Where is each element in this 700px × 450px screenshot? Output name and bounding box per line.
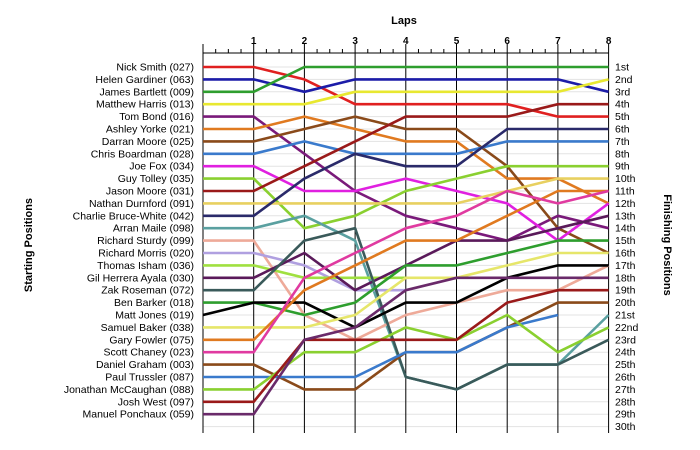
series-line xyxy=(203,65,609,94)
driver-label: Matthew Harris (013) xyxy=(96,99,194,111)
finishing-position-label: 6th xyxy=(615,124,630,136)
series-line xyxy=(203,115,609,242)
driver-label: Zak Roseman (072) xyxy=(101,285,194,297)
lap-label: 8 xyxy=(606,36,612,47)
series-line xyxy=(203,313,559,379)
driver-label: Darran Moore (025) xyxy=(102,136,194,148)
finishing-position-label: 9th xyxy=(615,161,630,173)
finishing-position-label: 2nd xyxy=(615,74,633,86)
finishing-position-label: 17th xyxy=(615,260,636,272)
finishing-position-label: 19th xyxy=(615,285,636,297)
finishing-position-label: 22nd xyxy=(615,322,639,334)
series-line xyxy=(203,226,610,391)
series-line xyxy=(203,239,610,342)
finishing-position-label: 12th xyxy=(615,198,636,210)
driver-label: Richard Morris (020) xyxy=(98,248,194,260)
series-line xyxy=(203,115,610,255)
driver-label: Charlie Bruce-White (042) xyxy=(73,210,194,222)
series-line xyxy=(203,115,610,205)
series-line xyxy=(203,288,609,404)
finishing-position-label: 14th xyxy=(615,223,636,235)
driver-label: Chris Boardman (028) xyxy=(91,148,194,160)
x-axis-title: Laps xyxy=(391,15,417,27)
finishing-position-label: 25th xyxy=(615,359,636,371)
series-line xyxy=(203,127,609,218)
series-line xyxy=(203,78,609,106)
lap-label: 1 xyxy=(251,36,257,47)
driver-label: Matt Jones (019) xyxy=(115,310,194,322)
finishing-position-label: 10th xyxy=(615,173,636,185)
driver-label: Helen Gardiner (063) xyxy=(95,74,194,86)
driver-label: Guy Tolley (035) xyxy=(118,173,194,185)
finishing-position-label: 4th xyxy=(615,99,630,111)
finishing-position-label: 8th xyxy=(615,148,630,160)
series-line xyxy=(203,189,609,354)
lap-label: 2 xyxy=(302,36,308,47)
series-line xyxy=(202,264,609,329)
series-line xyxy=(203,239,609,317)
driver-label: Tom Bond (016) xyxy=(119,111,194,123)
series-line xyxy=(203,164,610,242)
series-line xyxy=(203,102,609,193)
finishing-position-label: 29th xyxy=(615,409,636,421)
driver-label: Ben Barker (018) xyxy=(114,297,194,309)
lap-tick-labels: 1 2 3 4 5 6 7 8 xyxy=(251,36,612,47)
driver-label: Josh West (097) xyxy=(118,396,194,408)
driver-label: Ashley Yorke (021) xyxy=(106,124,194,136)
finishing-position-label: 13th xyxy=(615,210,636,222)
series-lines xyxy=(202,65,610,416)
lap-label: 6 xyxy=(504,36,510,47)
finishing-position-label: 7th xyxy=(615,136,630,148)
finishing-position-label: 20th xyxy=(615,297,636,309)
driver-label: Jonathan McCaughan (088) xyxy=(64,384,194,396)
finishing-position-label: 11th xyxy=(615,186,635,198)
finishing-position-label: 30th xyxy=(615,421,636,433)
finishing-position-label: 18th xyxy=(615,272,636,284)
driver-label: Arran Maile (098) xyxy=(113,223,194,235)
finishing-position-label: 23rd xyxy=(615,334,636,346)
driver-label: Nick Smith (027) xyxy=(116,62,194,74)
lap-label: 3 xyxy=(352,36,358,47)
series-line xyxy=(203,65,609,118)
driver-label: James Bartlett (009) xyxy=(99,86,194,98)
driver-label: Paul Trussler (087) xyxy=(105,372,194,384)
finishing-position-label: 1st xyxy=(615,62,629,74)
lap-label: 4 xyxy=(403,36,409,47)
driver-label: Thomas Isham (036) xyxy=(97,260,194,272)
lap-label: 7 xyxy=(555,36,561,47)
finishing-position-label: 15th xyxy=(615,235,636,247)
right-axis-title: Finishing Positions xyxy=(661,194,673,295)
driver-label: Richard Sturdy (099) xyxy=(97,235,194,247)
left-axis-title: Starting Positions xyxy=(23,198,35,292)
driver-label: Gary Fowler (075) xyxy=(109,334,194,346)
finishing-position-label: 16th xyxy=(615,248,636,260)
starting-position-labels: Nick Smith (027)Helen Gardiner (063)Jame… xyxy=(64,62,194,421)
finishing-position-label: 21st xyxy=(615,310,635,322)
driver-label: Manuel Ponchaux (059) xyxy=(83,409,195,421)
finishing-position-label: 26th xyxy=(615,372,636,384)
lap-label: 5 xyxy=(454,36,460,47)
finishing-position-label: 3rd xyxy=(615,86,630,98)
driver-label: Scott Chaney (023) xyxy=(104,347,194,359)
driver-label: Jason Moore (031) xyxy=(106,186,194,198)
finishing-position-label: 24th xyxy=(615,347,636,359)
driver-label: Joe Fox (034) xyxy=(129,161,194,173)
driver-label: Samuel Baker (038) xyxy=(101,322,194,334)
series-line xyxy=(203,276,609,416)
series-line xyxy=(203,313,610,391)
series-line xyxy=(203,140,609,156)
finishing-position-label: 27th xyxy=(615,384,636,396)
driver-label: Gil Herrera Ayala (030) xyxy=(87,272,194,284)
driver-label: Nathan Durnford (091) xyxy=(89,198,194,210)
finishing-position-label: 28th xyxy=(615,396,636,408)
finishing-position-labels: 1st2nd3rd4th5th6th7th8th9th10th11th12th1… xyxy=(615,62,639,434)
finishing-position-label: 5th xyxy=(615,111,630,123)
series-line xyxy=(203,164,609,230)
driver-label: Daniel Graham (003) xyxy=(96,359,194,371)
